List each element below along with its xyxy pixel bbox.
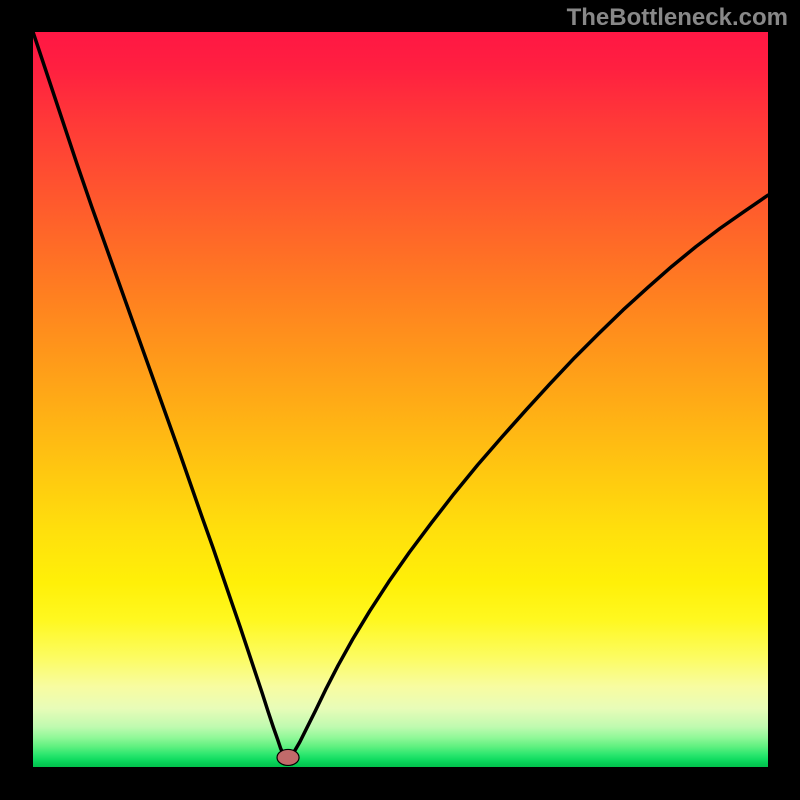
gradient-background: [33, 32, 768, 767]
plot-area: [33, 32, 768, 767]
watermark-text: TheBottleneck.com: [567, 4, 788, 32]
